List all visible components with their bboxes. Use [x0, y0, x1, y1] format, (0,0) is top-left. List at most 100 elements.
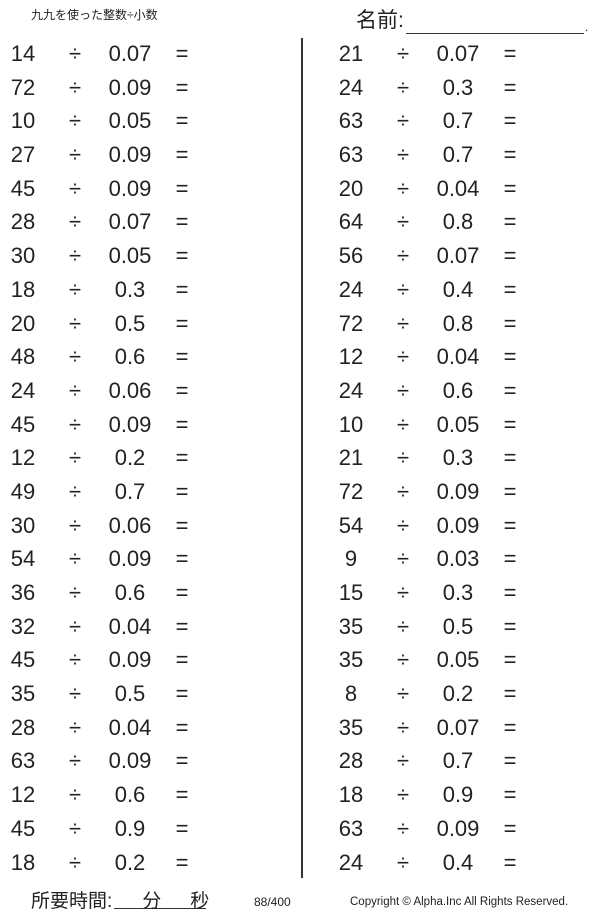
dividend: 49 — [10, 478, 36, 504]
divide-sign: ÷ — [68, 849, 82, 875]
divisor: 0.06 — [108, 512, 152, 538]
divisor: 0.05 — [436, 647, 480, 673]
equals-sign: = — [175, 681, 189, 707]
divisor: 0.6 — [114, 344, 146, 370]
dividend: 32 — [10, 613, 36, 639]
equals-sign: = — [175, 243, 189, 269]
equals-sign: = — [503, 681, 517, 707]
dividend: 45 — [10, 647, 36, 673]
equals-sign: = — [503, 108, 517, 134]
divide-sign: ÷ — [396, 580, 410, 605]
divisor: 0.9 — [114, 815, 146, 841]
dividend: 18 — [338, 782, 364, 808]
equals-sign: = — [503, 815, 517, 841]
name-end-dot: . — [584, 20, 589, 34]
dividend: 14 — [10, 41, 36, 66]
equals-sign: = — [503, 377, 517, 403]
divide-sign: ÷ — [68, 445, 82, 471]
equals-sign: = — [175, 580, 189, 605]
divisor: 0.09 — [436, 478, 480, 504]
page-number: 88/400 — [254, 895, 291, 909]
divisor: 0.5 — [114, 310, 146, 336]
divide-sign: ÷ — [68, 209, 82, 235]
divide-sign: ÷ — [68, 748, 82, 774]
dividend: 15 — [338, 580, 364, 605]
dividend: 35 — [338, 613, 364, 639]
equals-sign: = — [503, 411, 517, 437]
dividend: 72 — [338, 310, 364, 336]
dividend: 21 — [338, 445, 364, 471]
divide-sign: ÷ — [68, 478, 82, 504]
divisor: 0.3 — [114, 276, 146, 302]
dividend: 72 — [338, 478, 364, 504]
divisor: 0.3 — [442, 580, 474, 605]
dividend: 30 — [10, 243, 36, 269]
divide-sign: ÷ — [396, 478, 410, 504]
divisor: 0.03 — [436, 546, 480, 572]
divisor: 0.7 — [114, 478, 146, 504]
divisor: 0.04 — [108, 714, 152, 740]
divisor: 0.09 — [108, 647, 152, 673]
name-blank[interactable] — [405, 13, 584, 34]
equals-sign: = — [503, 546, 517, 572]
divide-sign: ÷ — [396, 681, 410, 707]
equals-sign: = — [503, 41, 517, 66]
divisor: 0.2 — [114, 445, 146, 471]
divisor: 0.7 — [442, 142, 474, 168]
equals-sign: = — [175, 613, 189, 639]
dividend: 21 — [338, 41, 364, 66]
divisor: 0.05 — [108, 243, 152, 269]
time-blank[interactable]: 分 秒 — [114, 886, 209, 912]
dividend: 10 — [338, 411, 364, 437]
divisor: 0.2 — [114, 849, 146, 875]
divisor: 0.07 — [108, 41, 152, 66]
name-field[interactable]: 名前: . — [356, 4, 588, 34]
equals-sign: = — [175, 782, 189, 808]
divide-sign: ÷ — [396, 546, 410, 572]
dividend: 54 — [10, 546, 36, 572]
dividend: 9 — [344, 546, 358, 572]
divisor: 0.04 — [108, 613, 152, 639]
divide-sign: ÷ — [68, 782, 82, 808]
equals-sign: = — [503, 310, 517, 336]
equals-sign: = — [503, 445, 517, 471]
worksheet-title: 九九を使った整数÷小数 — [31, 8, 158, 22]
equals-sign: = — [503, 276, 517, 302]
divide-sign: ÷ — [68, 243, 82, 269]
dividend: 24 — [338, 849, 364, 875]
divide-sign: ÷ — [396, 411, 410, 437]
divisor: 0.4 — [442, 276, 474, 302]
divide-sign: ÷ — [396, 512, 410, 538]
divide-sign: ÷ — [396, 445, 410, 471]
dividend: 20 — [338, 175, 364, 201]
equals-sign: = — [175, 512, 189, 538]
dividend: 35 — [338, 647, 364, 673]
divide-sign: ÷ — [68, 142, 82, 168]
equals-sign: = — [175, 175, 189, 201]
divide-sign: ÷ — [68, 41, 82, 66]
dividend: 28 — [10, 209, 36, 235]
equals-sign: = — [503, 714, 517, 740]
divide-sign: ÷ — [68, 714, 82, 740]
divisor: 0.07 — [436, 714, 480, 740]
equals-sign: = — [503, 580, 517, 605]
name-label: 名前: — [356, 9, 404, 32]
divisor: 0.09 — [108, 546, 152, 572]
divide-sign: ÷ — [396, 782, 410, 808]
equals-sign: = — [503, 748, 517, 774]
divisor: 0.4 — [442, 849, 474, 875]
divisor: 0.3 — [442, 445, 474, 471]
divisor: 0.7 — [442, 748, 474, 774]
divide-sign: ÷ — [396, 175, 410, 201]
divisor: 0.2 — [442, 681, 474, 707]
divide-sign: ÷ — [396, 108, 410, 134]
divisor: 0.04 — [436, 344, 480, 370]
divisor: 0.09 — [108, 175, 152, 201]
divide-sign: ÷ — [68, 411, 82, 437]
equals-sign: = — [503, 512, 517, 538]
divide-sign: ÷ — [68, 681, 82, 707]
equals-sign: = — [175, 815, 189, 841]
divisor: 0.7 — [442, 108, 474, 134]
equals-sign: = — [503, 782, 517, 808]
dividend: 12 — [338, 344, 364, 370]
